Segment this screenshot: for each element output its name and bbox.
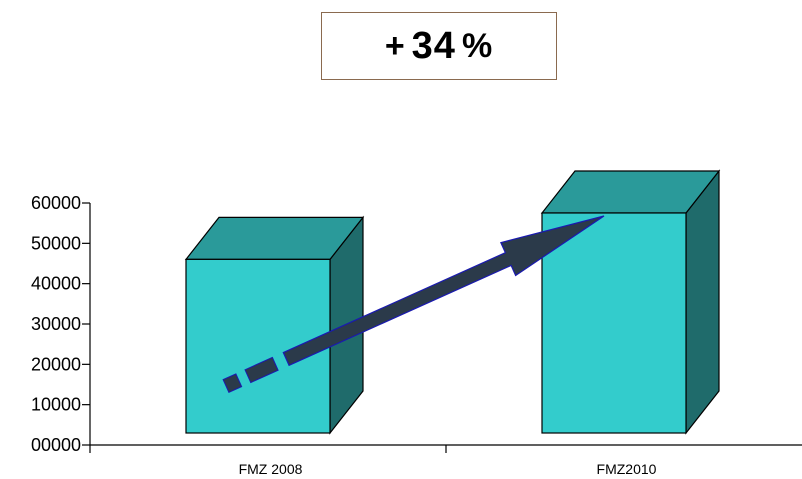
chart-axes xyxy=(82,202,802,453)
y-tick-label: 20000 xyxy=(31,354,81,374)
chart-labels: 00000 10000 20000 30000 40000 50000 60000 FMZ 2… xyxy=(31,193,657,477)
arrow-dash xyxy=(244,356,279,384)
bar-2 xyxy=(540,169,721,435)
y-tick-label: 00000 xyxy=(31,435,81,455)
arrow-shaft xyxy=(282,215,605,367)
chart-bars xyxy=(184,169,721,435)
arrow-dash xyxy=(222,373,243,394)
y-tick-label: 30000 xyxy=(31,314,81,334)
growth-annotation-box: + 34 % xyxy=(321,12,557,80)
y-tick-label: 60000 xyxy=(31,193,81,213)
growth-value: 34 xyxy=(411,24,456,67)
growth-unit: % xyxy=(461,26,494,65)
y-tick-label: 40000 xyxy=(31,274,81,294)
bar-1 xyxy=(184,215,365,435)
bar-side-face xyxy=(685,169,720,435)
bar-front-face xyxy=(541,212,687,434)
y-tick-label: 10000 xyxy=(31,395,81,415)
growth-arrow xyxy=(222,215,605,394)
x-category-label: FMZ2010 xyxy=(597,461,657,477)
growth-sign: + xyxy=(384,26,406,65)
y-tick-label: 50000 xyxy=(31,233,81,253)
x-category-label: FMZ 2008 xyxy=(239,461,303,477)
